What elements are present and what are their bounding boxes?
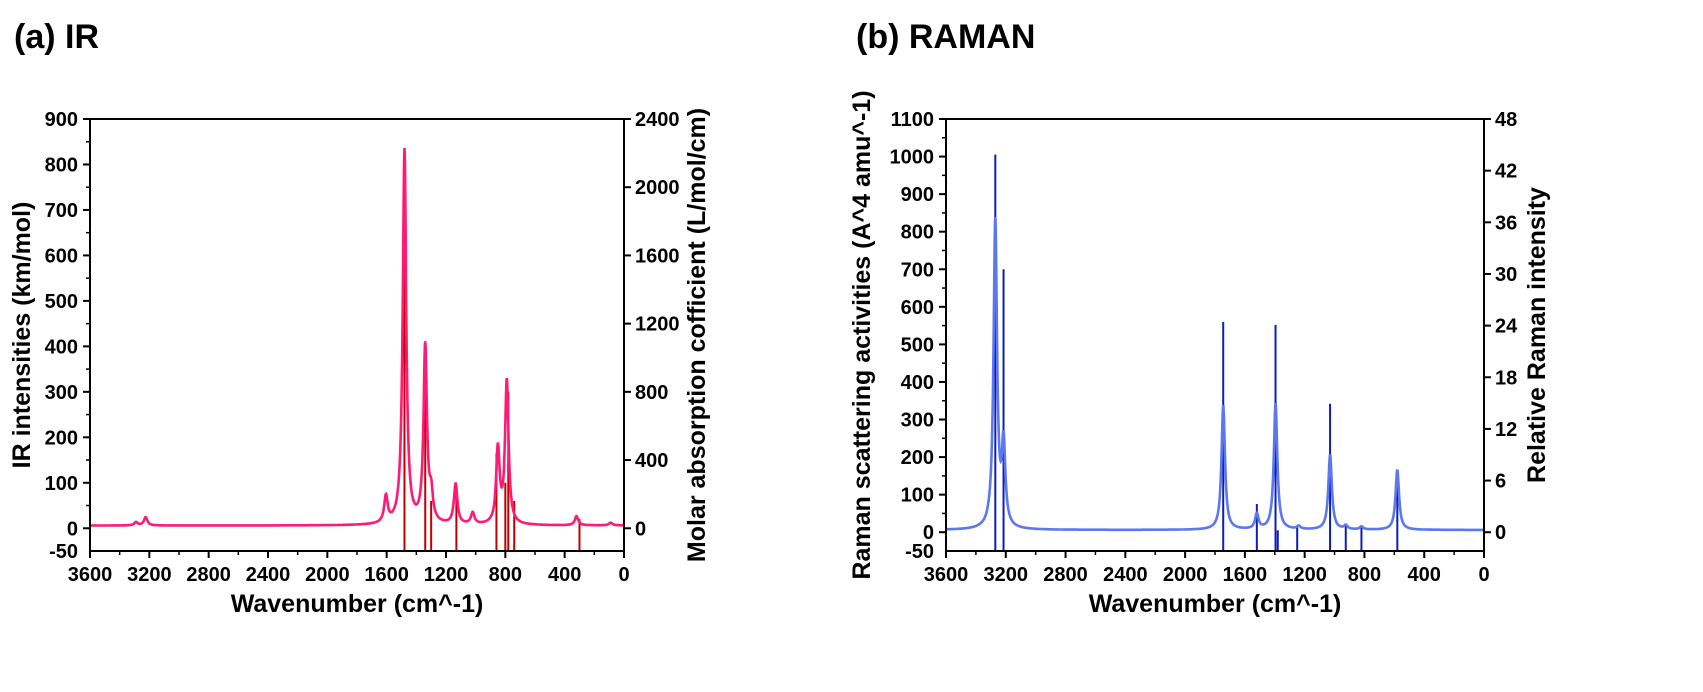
y-tick-label: 300 [45,382,78,404]
x-tick-label: 3200 [984,564,1029,586]
y-axis-title: IR intensities (km/mol) [8,202,36,469]
x-tick-label: 3600 [68,564,113,586]
y-tick-label: 600 [45,245,78,267]
y2-tick-label: 0 [635,518,646,540]
y-tick-label: 400 [901,372,934,394]
y2-axis-title: Molar absorption cofficient (L/mol/cm) [683,108,711,562]
stick-spectrum [403,150,581,551]
x-tick-label: 0 [618,564,629,586]
x-tick-label: 3600 [924,564,969,586]
y-tick-label: 800 [901,222,934,244]
x-tick-label: 400 [548,564,581,586]
y2-tick-label: 1600 [635,245,680,267]
y2-tick-label: 0 [1495,522,1506,544]
y-tick-label: -50 [905,541,934,563]
y2-tick-label: 2000 [635,177,680,199]
y-tick-label: 0 [923,522,934,544]
x-tick-label: 1200 [1282,564,1327,586]
panel-a-label: (a) IR [14,18,99,56]
y-tick-label: 200 [45,427,78,449]
x-axis-title: Wavenumber (cm^-1) [231,590,484,618]
y2-tick-label: 30 [1495,264,1517,286]
x-tick-label: 1600 [1223,564,1268,586]
y2-tick-label: 800 [635,382,668,404]
chart-ir: 3600 3200 2800 2400 2000 1600 1200 800 400 001002… [8,108,711,618]
x-tick-label: 0 [1478,564,1489,586]
y-tick-label: 400 [45,336,78,358]
y-tick-label: 0 [67,518,78,540]
y-tick-label: 500 [901,334,934,356]
x-tick-label: 2800 [1043,564,1088,586]
y2-tick-label: 2400 [635,109,680,131]
y-tick-label: 900 [901,184,934,206]
y2-tick-label: 36 [1495,212,1517,234]
y2-tick-label: 6 [1495,471,1506,493]
y-tick-label: 1000 [890,147,935,169]
y-tick-label: 700 [901,259,934,281]
x-tick-label: 1600 [364,564,409,586]
spectrum-curve [90,147,624,527]
spectrum-curve [946,216,1484,532]
y2-tick-label: 18 [1495,367,1517,389]
y-tick-label: 700 [45,200,78,222]
y-tick-label: 300 [901,410,934,432]
x-tick-label: 2800 [186,564,231,586]
panel-b-label: (b) RAMAN [856,18,1036,56]
chart-raman: 3600 3200 2800 2400 2000 1600 1200 800 400 001002… [848,90,1551,618]
y2-tick-label: 42 [1495,161,1517,183]
y2-tick-label: 48 [1495,109,1517,131]
y-tick-label: 800 [45,154,78,176]
x-tick-label: 2400 [246,564,291,586]
y-tick-label: 200 [901,447,934,469]
x-tick-label: 800 [1348,564,1381,586]
x-axis-title: Wavenumber (cm^-1) [1089,590,1342,618]
x-tick-label: 1200 [424,564,469,586]
y2-axis-title: Relative Raman intensity [1523,187,1551,483]
x-tick-label: 800 [489,564,522,586]
y2-tick-label: 400 [635,450,668,472]
y2-tick-label: 1200 [635,314,680,336]
y2-tick-label: 24 [1495,316,1518,338]
x-tick-label: 2000 [1163,564,1208,586]
plot-frame [89,118,625,552]
x-tick-label: 2400 [1103,564,1148,586]
plot-frame [945,118,1485,552]
y-tick-label: 100 [45,473,78,495]
y-tick-label: 500 [45,291,78,313]
y-tick-label: 1100 [891,109,934,131]
x-tick-label: 400 [1408,564,1441,586]
y-tick-label: -50 [49,541,78,563]
x-tick-label: 2000 [305,564,350,586]
y-tick-label: 600 [901,297,934,319]
y2-tick-label: 12 [1495,419,1517,441]
x-tick-label: 3200 [127,564,172,586]
y-axis-title: Raman scattering activities (A^4 amu^-1) [848,90,876,579]
y-tick-label: 900 [45,109,78,131]
y-tick-label: 100 [901,485,934,507]
